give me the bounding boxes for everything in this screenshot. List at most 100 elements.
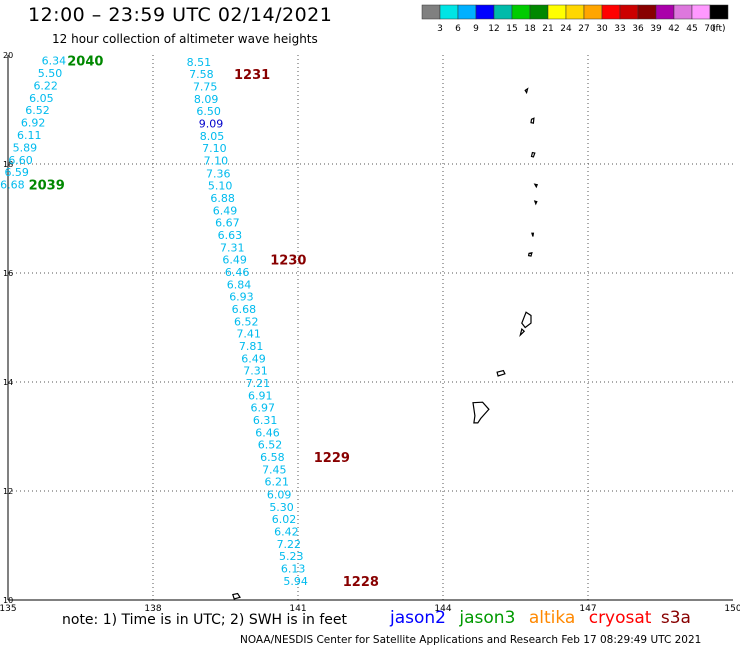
x-tick-label: 138 bbox=[144, 604, 161, 614]
data-point-label: 6.88 bbox=[210, 192, 235, 205]
data-point-label: 6.50 bbox=[196, 105, 221, 118]
data-point-label: 6.84 bbox=[227, 278, 252, 291]
data-point-label: 7.21 bbox=[246, 377, 271, 390]
colorbar-swatch bbox=[529, 4, 549, 20]
page-title: 12:00 – 23:59 UTC 02/14/2021 bbox=[28, 4, 333, 26]
data-point-label: 7.10 bbox=[202, 142, 227, 155]
data-point-label: 6.58 bbox=[260, 451, 285, 464]
colorbar-swatch bbox=[475, 4, 495, 20]
credit-line: NOAA/NESDIS Center for Satellite Applica… bbox=[240, 634, 702, 646]
colorbar-label: 39 bbox=[650, 24, 662, 34]
colorbar-swatch bbox=[439, 4, 459, 20]
data-point-label: 6.49 bbox=[241, 353, 266, 366]
colorbar-swatch bbox=[493, 4, 513, 20]
x-tick-label: 135 bbox=[0, 604, 17, 614]
data-point-label: 6.31 bbox=[253, 414, 278, 427]
legend-s3a: s3a bbox=[660, 608, 691, 628]
data-point-label: 6.05 bbox=[29, 92, 54, 105]
data-point-label: 6.52 bbox=[25, 104, 50, 117]
colorbar-swatch bbox=[565, 4, 585, 20]
colorbar-swatch bbox=[619, 4, 639, 20]
data-point-label: 5.89 bbox=[13, 142, 38, 155]
legend-jason2: jason2 bbox=[390, 608, 446, 628]
colorbar-swatch bbox=[601, 4, 621, 20]
guam-outline bbox=[472, 401, 490, 424]
data-point-label: 7.31 bbox=[243, 365, 268, 378]
data-point-label: 6.59 bbox=[4, 166, 29, 179]
island-outline bbox=[232, 592, 241, 600]
y-tick-label: 10 bbox=[3, 596, 13, 605]
y-tick-label: 20 bbox=[3, 51, 13, 60]
data-point-label: 6.49 bbox=[213, 204, 238, 217]
data-point-label: 6.13 bbox=[281, 562, 306, 575]
colorbar-label: 36 bbox=[632, 24, 644, 34]
tinian-outline bbox=[519, 327, 526, 338]
colorbar-swatch bbox=[637, 4, 657, 20]
island-outline bbox=[531, 232, 535, 237]
colorbar-label: 70 bbox=[704, 24, 716, 34]
footer-note: note: 1) Time is in UTC; 2) SWH is in fe… bbox=[62, 612, 348, 628]
data-point-label: 6.60 bbox=[8, 154, 33, 167]
island-outline bbox=[527, 252, 533, 257]
data-point-label: 6.97 bbox=[250, 402, 275, 415]
colorbar-swatch bbox=[709, 4, 729, 20]
data-point-label: 5.10 bbox=[208, 179, 233, 192]
colorbar-swatch bbox=[421, 4, 441, 20]
legend-altika: altika bbox=[528, 608, 576, 628]
colorbar-label: 33 bbox=[614, 24, 625, 34]
colorbar-swatch bbox=[673, 4, 693, 20]
island-outline bbox=[530, 151, 536, 158]
data-point-label: 6.67 bbox=[215, 216, 240, 229]
time-annotation: 2039 bbox=[29, 179, 65, 194]
data-point-label: 7.22 bbox=[277, 538, 302, 551]
colorbar-label: 3 bbox=[437, 24, 443, 34]
colorbar-label: 45 bbox=[686, 24, 697, 34]
time-annotation: 2040 bbox=[67, 54, 103, 69]
page-subtitle: 12 hour collection of altimeter wave hei… bbox=[52, 32, 318, 46]
data-point-label: 6.63 bbox=[218, 229, 243, 242]
time-annotation: 1228 bbox=[343, 575, 379, 590]
data-point-label: 8.51 bbox=[187, 56, 212, 69]
colorbar-label: 42 bbox=[668, 24, 679, 34]
colorbar-label: 18 bbox=[524, 24, 536, 34]
saipan-outline bbox=[521, 311, 532, 329]
data-point-label: 6.91 bbox=[248, 390, 273, 403]
colorbar-label: 21 bbox=[542, 24, 553, 34]
data-point-label: 7.10 bbox=[204, 155, 229, 168]
data-point-label: 5.23 bbox=[279, 550, 304, 563]
island-outline bbox=[533, 200, 538, 206]
x-tick-label: 141 bbox=[289, 604, 306, 614]
legend-jason3: jason3 bbox=[459, 608, 516, 628]
colorbar-swatch bbox=[457, 4, 477, 20]
colorbar-label: 27 bbox=[578, 24, 589, 34]
rota-outline bbox=[496, 369, 506, 377]
data-point-label: 6.92 bbox=[21, 117, 46, 130]
time-annotation: 1229 bbox=[314, 451, 350, 466]
data-point-label: 8.05 bbox=[200, 130, 225, 143]
satellite-legend: jason2 jason3 altika cryosat s3a bbox=[390, 608, 699, 628]
data-point-label: 6.68 bbox=[232, 303, 257, 316]
data-point-label: 6.09 bbox=[267, 488, 292, 501]
island-outline bbox=[530, 117, 535, 124]
data-point-label: 7.81 bbox=[239, 340, 264, 353]
data-point-label: 7.31 bbox=[220, 241, 245, 254]
y-tick-label: 18 bbox=[3, 160, 13, 169]
colorbar-label: 12 bbox=[488, 24, 499, 34]
data-point-label: 6.68 bbox=[0, 179, 25, 192]
legend-cryosat: cryosat bbox=[588, 608, 652, 628]
data-point-label: 5.94 bbox=[283, 575, 308, 588]
data-point-label: 8.09 bbox=[194, 93, 219, 106]
colorbar-label: 15 bbox=[506, 24, 517, 34]
data-point-label: 6.21 bbox=[264, 476, 289, 489]
time-annotation: 1231 bbox=[234, 68, 270, 83]
colorbar-label: 24 bbox=[560, 24, 572, 34]
time-annotation: 1230 bbox=[270, 253, 306, 268]
island-outline bbox=[524, 87, 529, 95]
island-outline bbox=[533, 183, 539, 189]
data-point-label: 6.46 bbox=[255, 427, 280, 440]
data-point-label: 6.49 bbox=[222, 253, 247, 266]
data-point-label: 6.42 bbox=[274, 525, 299, 538]
colorbar-swatch bbox=[547, 4, 567, 20]
data-point-label: 6.22 bbox=[33, 80, 58, 93]
